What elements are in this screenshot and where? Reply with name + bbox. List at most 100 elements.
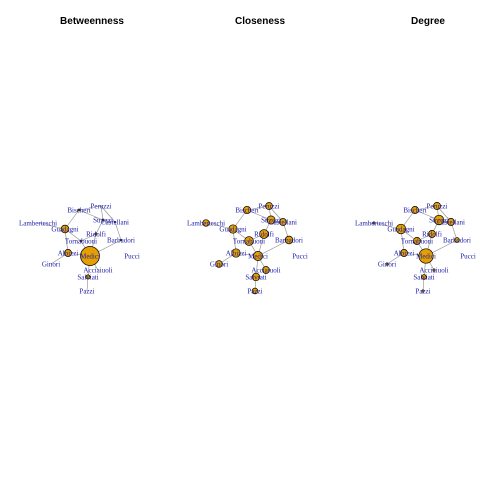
edge-barbadori-castellani bbox=[114, 221, 122, 241]
node-castellani bbox=[279, 218, 287, 226]
panel-title-betweenness: Betweenness bbox=[60, 16, 124, 27]
node-label-peruzzi: Peruzzi bbox=[259, 203, 280, 211]
node-ridolfi bbox=[428, 230, 436, 238]
node-strozzi bbox=[101, 218, 105, 222]
node-label-strozzi: Strozzi bbox=[429, 217, 449, 225]
panel-title-degree: Degree bbox=[411, 16, 445, 27]
node-label-acciaiuoli: Acciaiuoli bbox=[251, 267, 280, 275]
node-castellani bbox=[114, 221, 116, 223]
node-label-barbadori: Barbadori bbox=[443, 237, 471, 245]
node-label-albizzi: Albizzi bbox=[58, 250, 79, 258]
edge-guadagni-lamberteschi bbox=[37, 222, 66, 230]
node-peruzzi bbox=[265, 202, 273, 210]
node-acciaiuoli bbox=[432, 268, 436, 272]
node-medici bbox=[253, 251, 263, 261]
node-barbadori bbox=[454, 237, 460, 243]
node-label-acciaiuoli: Acciaiuoli bbox=[83, 267, 112, 275]
node-tornabuoni bbox=[413, 237, 421, 245]
edge-barbadori-medici bbox=[257, 239, 290, 257]
node-label-medici: Medici bbox=[248, 253, 268, 261]
node-lamberteschi bbox=[202, 219, 210, 227]
node-albizzi bbox=[64, 249, 72, 257]
node-barbadori bbox=[284, 235, 294, 245]
node-label-peruzzi: Peruzzi bbox=[91, 203, 112, 211]
node-label-tornabuoni: Tornabuoni bbox=[65, 238, 97, 246]
node-castellani bbox=[447, 218, 455, 226]
node-bischeri bbox=[242, 205, 252, 215]
node-barbadori bbox=[119, 238, 123, 242]
label-layer: Acciaiuoli Albizzi Barbadori Bischeri Castel… bbox=[355, 203, 476, 296]
node-tornabuoni bbox=[244, 236, 254, 246]
node-medici bbox=[418, 248, 434, 264]
node-label-salviati: Salviati bbox=[77, 274, 98, 282]
node-label-tornabuoni: Tornabuoni bbox=[401, 238, 433, 246]
node-label-acciaiuoli: Acciaiuoli bbox=[419, 267, 448, 275]
node-salviati bbox=[85, 274, 91, 280]
label-layer: Acciaiuoli Albizzi Barbadori Bischeri Castel… bbox=[187, 203, 308, 296]
node-ridolfi bbox=[259, 229, 269, 239]
node-label-guadagni: Guadagni bbox=[219, 226, 246, 234]
node-label-ginori: Ginori bbox=[378, 261, 396, 269]
node-label-bischeri: Bischeri bbox=[403, 207, 426, 215]
node-label-barbadori: Barbadori bbox=[107, 237, 135, 245]
node-label-pazzi: Pazzi bbox=[247, 288, 262, 296]
edge-peruzzi-strozzi bbox=[100, 205, 104, 221]
node-tornabuoni bbox=[79, 239, 83, 243]
edge-ridolfi-strozzi bbox=[95, 219, 104, 235]
node-layer bbox=[372, 202, 460, 293]
node-label-ridolfi: Ridolfi bbox=[254, 231, 274, 239]
node-label-albizzi: Albizzi bbox=[394, 250, 415, 258]
node-medici bbox=[80, 246, 100, 266]
node-bischeri bbox=[77, 208, 81, 212]
node-label-ridolfi: Ridolfi bbox=[422, 231, 442, 239]
node-acciaiuoli bbox=[262, 266, 270, 274]
node-ridolfi bbox=[94, 232, 98, 236]
node-layer bbox=[202, 202, 294, 295]
node-salviati bbox=[251, 272, 261, 282]
node-guadagni bbox=[395, 223, 407, 235]
node-bischeri bbox=[411, 206, 419, 214]
node-label-pazzi: Pazzi bbox=[415, 288, 430, 296]
node-label-pucci: Pucci bbox=[460, 253, 476, 261]
node-label-salviati: Salviati bbox=[413, 274, 434, 282]
node-label-medici: Medici bbox=[80, 253, 100, 261]
panel-degree: Degree Acciaiuoli Albizzi Barbadori Bischer… bbox=[355, 16, 476, 296]
node-label-ginori: Ginori bbox=[210, 261, 228, 269]
node-strozzi bbox=[433, 214, 445, 226]
panel-title-closeness: Closeness bbox=[235, 16, 285, 27]
node-ginori bbox=[215, 260, 223, 268]
node-label-albizzi: Albizzi bbox=[226, 250, 247, 258]
node-guadagni bbox=[228, 224, 238, 234]
node-label-lamberteschi: Lamberteschi bbox=[19, 220, 57, 228]
node-label-pazzi: Pazzi bbox=[79, 288, 94, 296]
node-label-strozzi: Strozzi bbox=[261, 217, 281, 225]
node-label-castellani: Castellani bbox=[437, 219, 465, 227]
node-pazzi bbox=[421, 289, 425, 293]
edge-castellani-peruzzi bbox=[100, 205, 116, 223]
edge-bischeri-strozzi bbox=[78, 209, 104, 221]
node-label-medici: Medici bbox=[416, 253, 436, 261]
node-label-castellani: Castellani bbox=[101, 219, 129, 227]
node-label-peruzzi: Peruzzi bbox=[427, 203, 448, 211]
edge-castellani-strozzi bbox=[102, 219, 116, 223]
node-lamberteschi bbox=[372, 221, 376, 225]
node-label-barbadori: Barbadori bbox=[275, 237, 303, 245]
node-label-ridolfi: Ridolfi bbox=[86, 231, 106, 239]
node-label-ginori: Ginori bbox=[42, 261, 60, 269]
node-albizzi bbox=[400, 249, 408, 257]
node-label-pucci: Pucci bbox=[292, 253, 308, 261]
node-label-lamberteschi: Lamberteschi bbox=[355, 220, 393, 228]
edge-ridolfi-tornabuoni bbox=[80, 233, 97, 242]
panel-betweenness: Betweenness Acciaiuoli Albizzi Barbadori Bi… bbox=[19, 16, 140, 296]
edge-bischeri-peruzzi bbox=[78, 205, 102, 211]
node-label-tornabuoni: Tornabuoni bbox=[233, 238, 265, 246]
node-label-lamberteschi: Lamberteschi bbox=[187, 220, 225, 228]
node-ginori bbox=[385, 262, 389, 266]
node-label-bischeri: Bischeri bbox=[67, 207, 90, 215]
node-layer bbox=[60, 205, 123, 280]
node-strozzi bbox=[266, 215, 276, 225]
node-guadagni bbox=[60, 224, 70, 234]
node-pazzi bbox=[251, 287, 259, 295]
label-layer: Acciaiuoli Albizzi Barbadori Bischeri Castel… bbox=[19, 203, 140, 296]
